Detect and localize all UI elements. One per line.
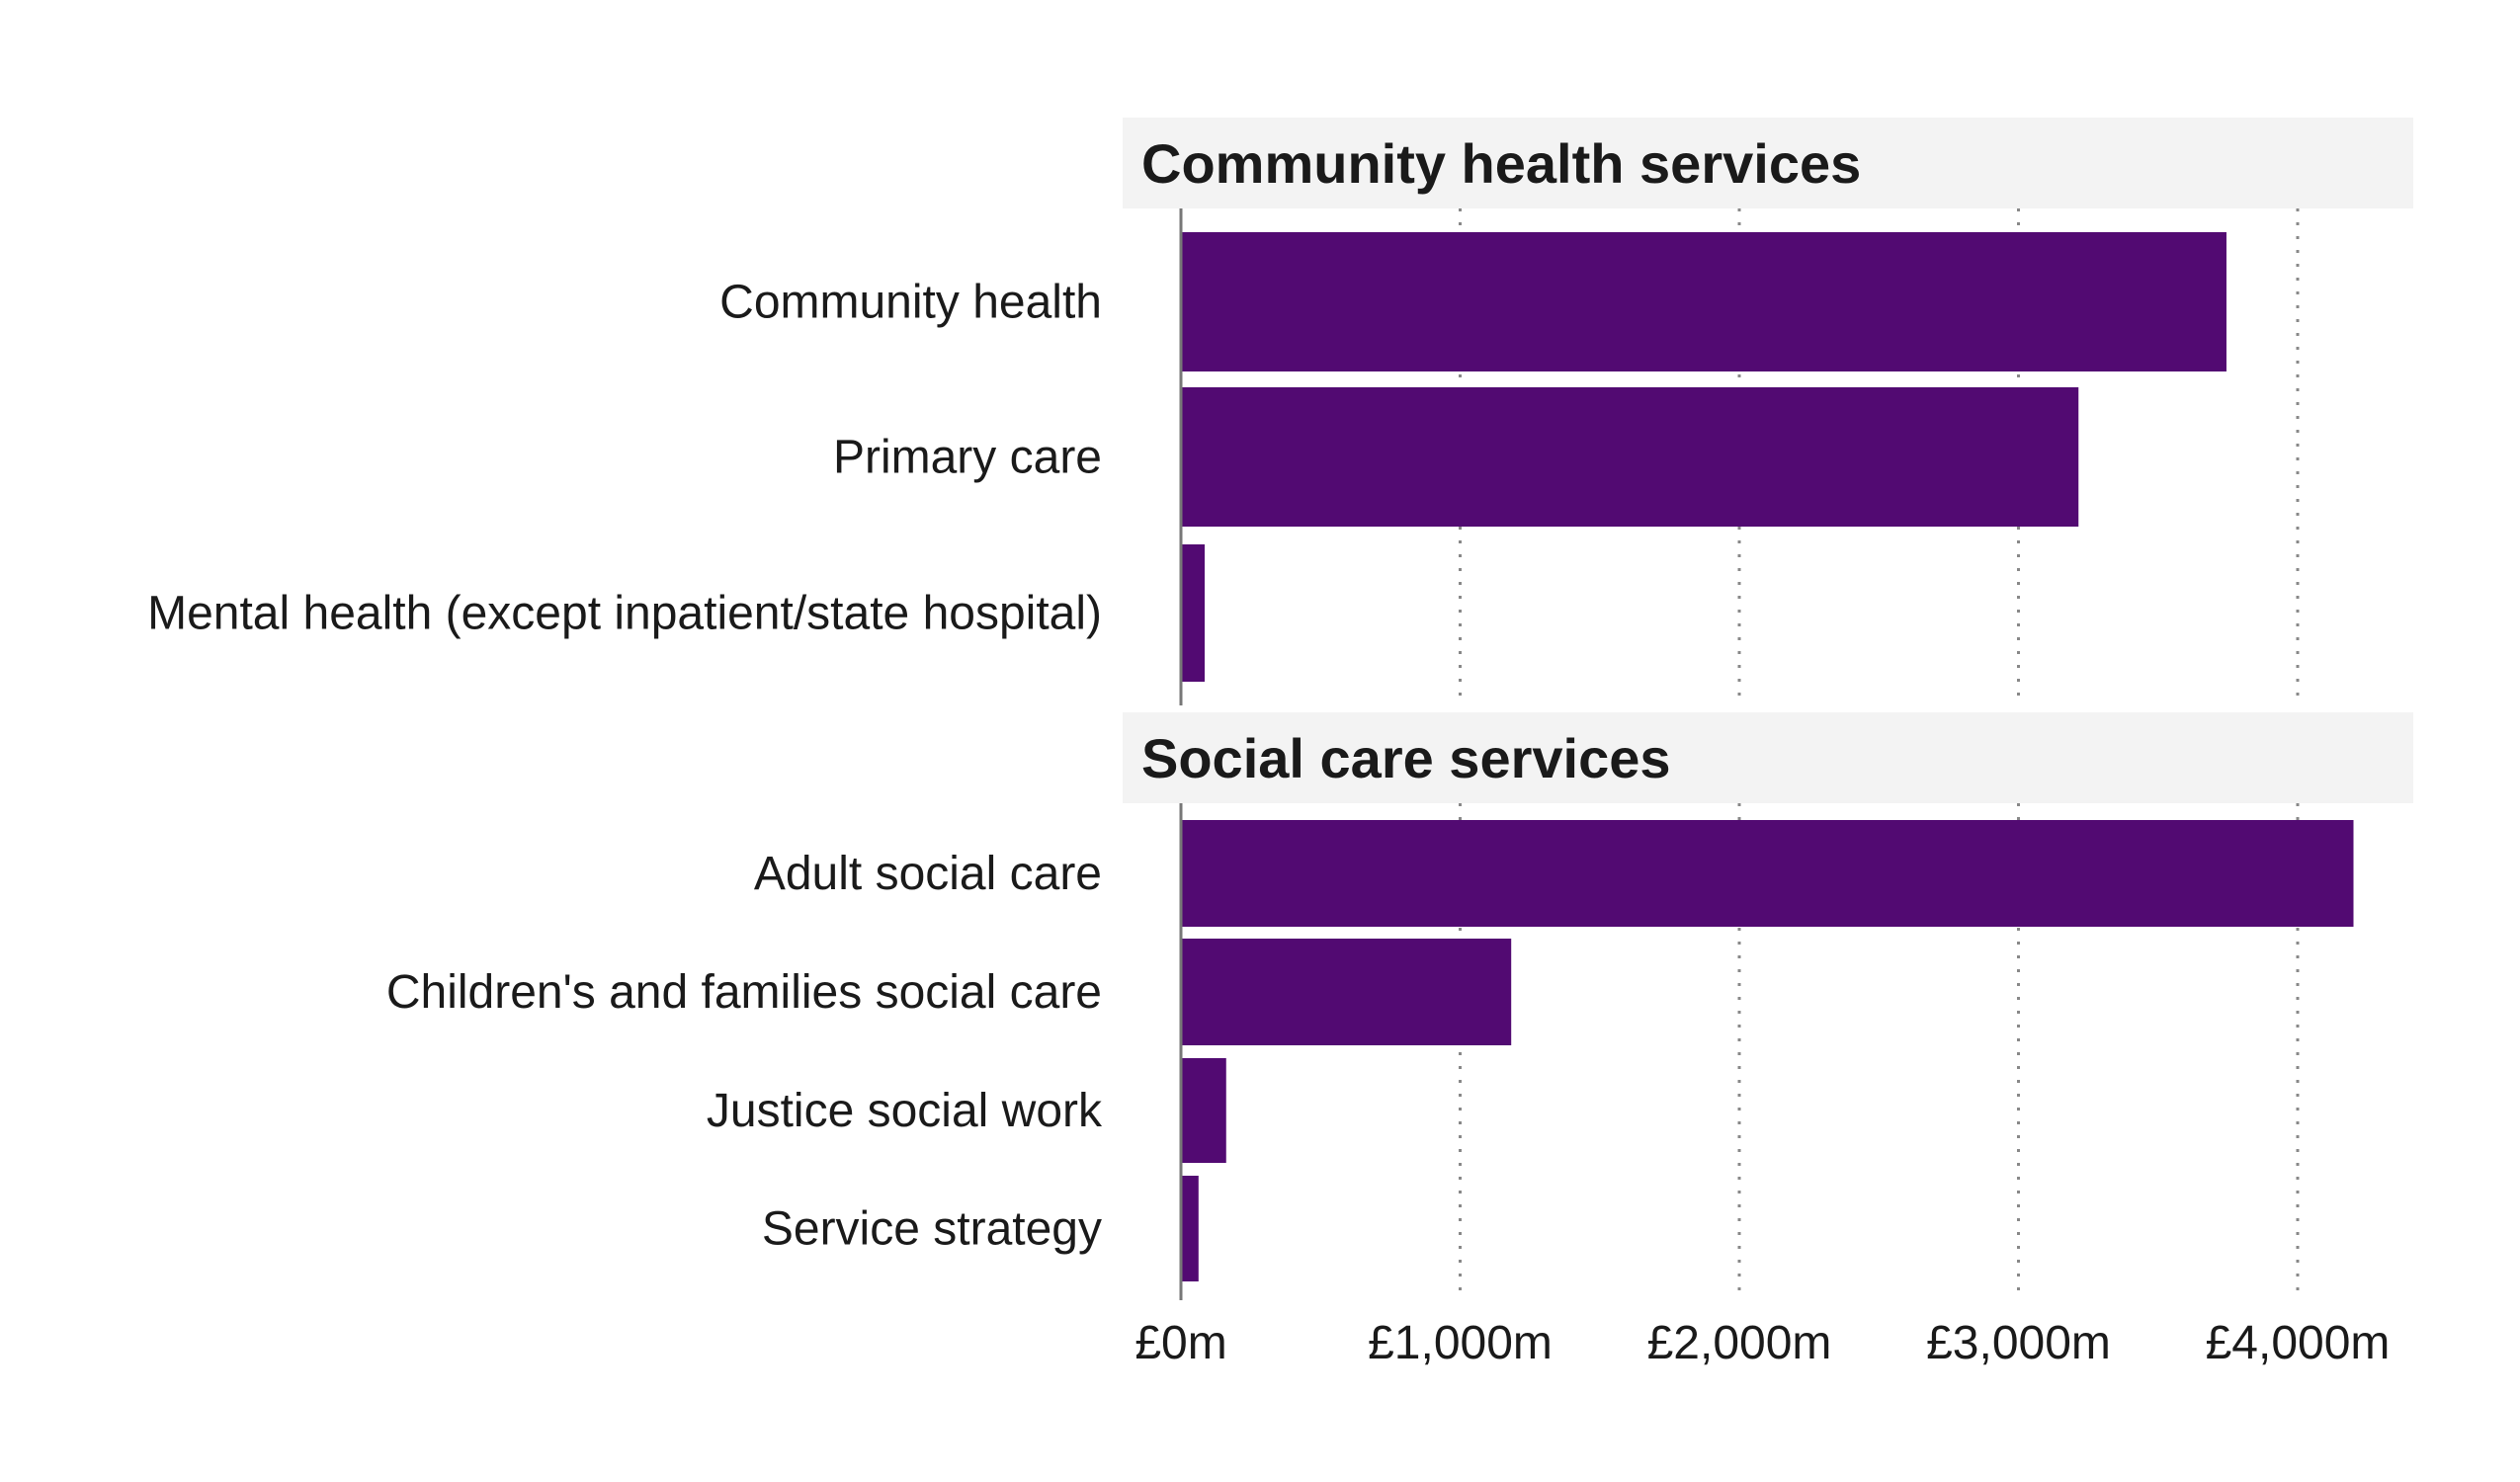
x-tick-label: £4,000m [2206, 1317, 2391, 1369]
x-tick-label: £3,000m [1926, 1317, 2111, 1369]
bar-service-strategy [1181, 1176, 1199, 1281]
bar-children-s-and-families-social-care [1181, 939, 1512, 1045]
category-label: Justice social work [707, 1085, 1103, 1137]
panel-header-bg [1123, 712, 2413, 803]
category-label: Adult social care [754, 848, 1102, 900]
category-label: Children's and families social care [386, 966, 1102, 1019]
bar-justice-social-work [1181, 1058, 1226, 1163]
x-tick-label: £1,000m [1368, 1317, 1553, 1369]
category-label: Mental health (except inpatient/state ho… [147, 588, 1102, 640]
category-label: Service strategy [762, 1203, 1102, 1256]
panel-title: Social care services [1141, 727, 1671, 789]
bar-adult-social-care [1181, 820, 2354, 927]
bar-primary-care [1181, 387, 2079, 527]
x-tick-label: £0m [1134, 1317, 1226, 1369]
panel-title: Community health services [1141, 132, 1861, 195]
x-tick-label: £2,000m [1647, 1317, 1832, 1369]
panel-header-bg [1123, 118, 2413, 208]
category-label: Community health [719, 277, 1102, 329]
bar-mental-health-except-inpatient-state-hospital- [1181, 544, 1206, 682]
bar-community-health [1181, 232, 2226, 371]
category-label: Primary care [833, 432, 1102, 484]
